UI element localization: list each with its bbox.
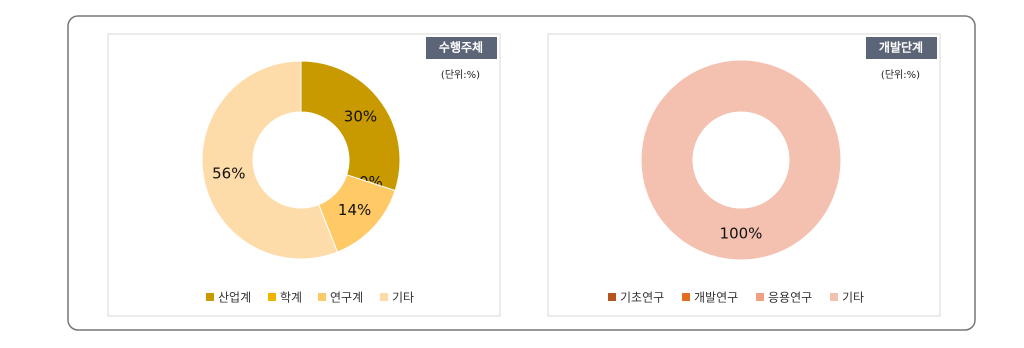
legend-label: 학계	[280, 291, 302, 305]
data-label: 56%	[212, 164, 245, 182]
legend-label: 응용연구	[768, 291, 812, 305]
legend-label: 기타	[842, 291, 864, 305]
legend-swatch	[830, 293, 838, 301]
legend-swatch	[268, 293, 276, 301]
legend-swatch	[608, 293, 616, 301]
donut-slice	[300, 60, 401, 192]
legend-label: 개발연구	[694, 291, 738, 305]
header-title: 수행주체	[439, 40, 483, 55]
legend-swatch	[206, 293, 214, 301]
data-label: 100%	[720, 225, 763, 243]
legend-label: 연구계	[330, 291, 363, 305]
legend-swatch	[318, 293, 326, 301]
unit-label: (단위:%)	[441, 68, 480, 81]
donut-slice	[201, 60, 339, 260]
donut-slice	[640, 59, 842, 261]
header-title: 개발단계	[879, 40, 923, 55]
data-label: 30%	[344, 107, 377, 125]
unit-label: (단위:%)	[881, 68, 920, 81]
header-tag	[866, 37, 937, 59]
legend-label: 기초연구	[620, 291, 664, 305]
legend-label: 기타	[392, 291, 414, 305]
legend-swatch	[756, 293, 764, 301]
legend-label: 산업계	[218, 291, 251, 305]
legend-swatch	[682, 293, 690, 301]
legend-swatch	[380, 293, 388, 301]
data-label: 14%	[338, 201, 371, 219]
header-tag	[426, 37, 497, 59]
